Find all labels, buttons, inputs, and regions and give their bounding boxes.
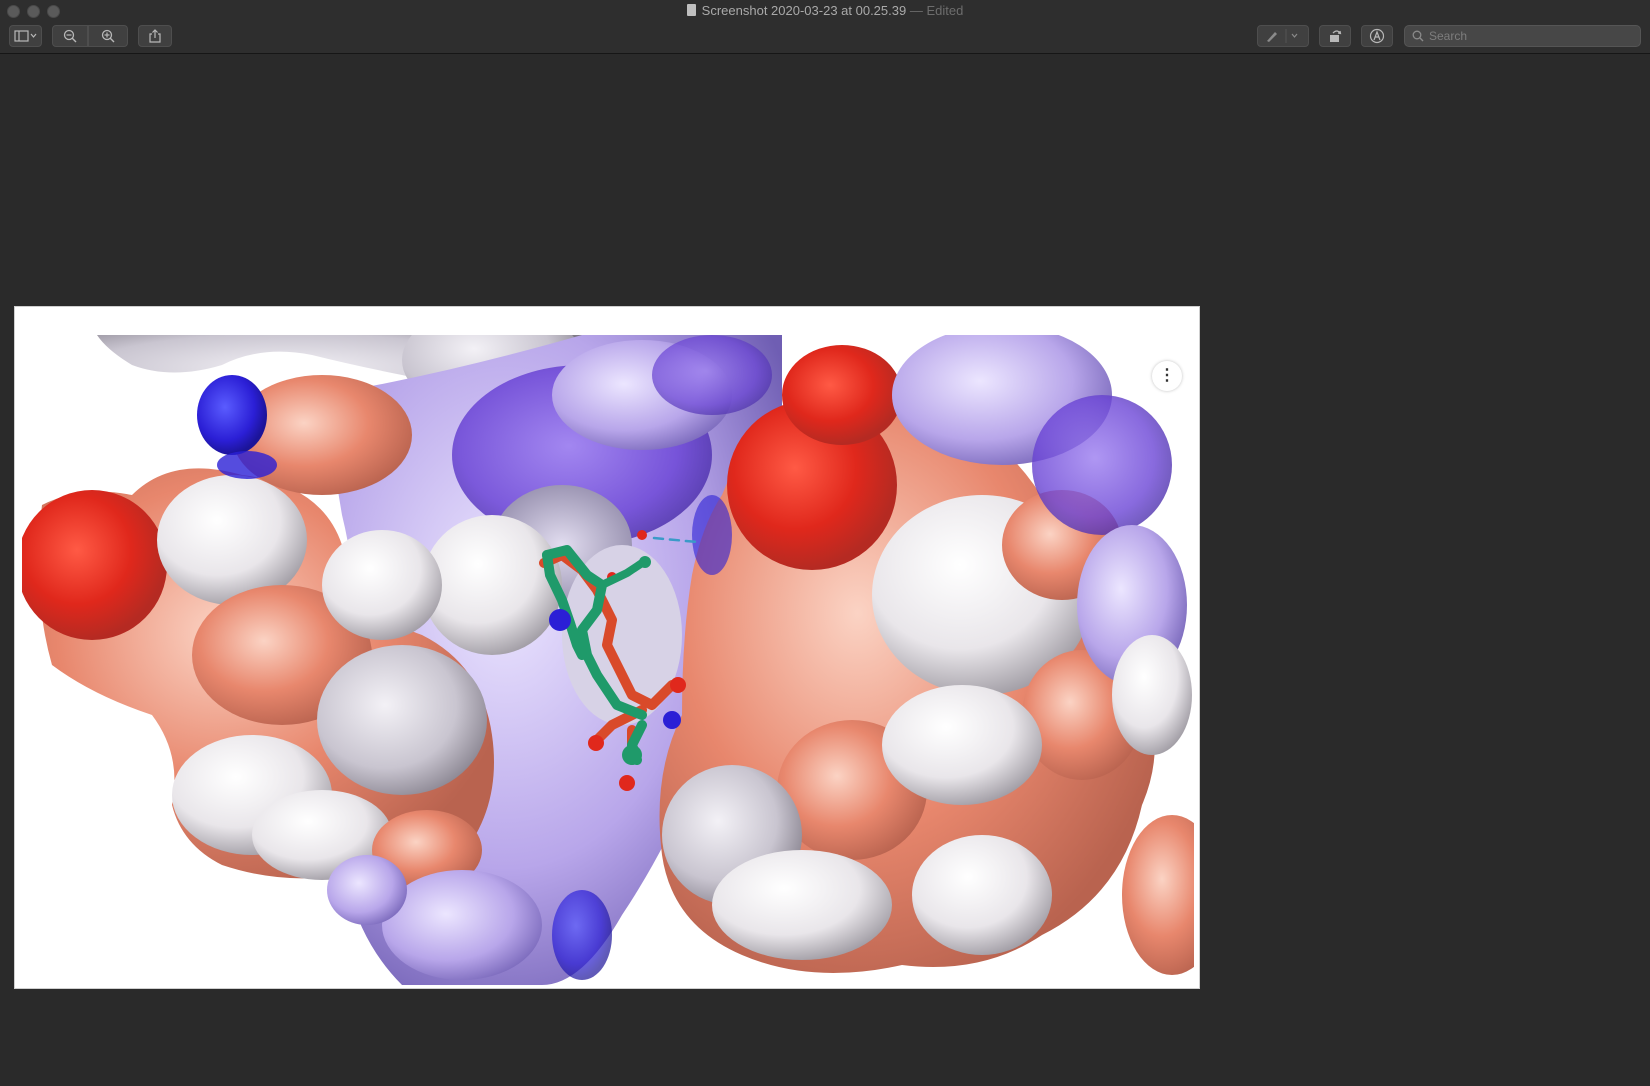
search-field[interactable] — [1404, 25, 1641, 47]
minimize-window-button[interactable] — [27, 5, 40, 18]
share-icon — [149, 29, 161, 43]
zoom-in-icon — [101, 29, 115, 43]
pen-icon — [1267, 29, 1298, 43]
markup-icon — [1369, 28, 1385, 44]
embedded-viewer-frame: ⋮ — [22, 319, 1194, 985]
markup-pen-button[interactable] — [1257, 25, 1309, 47]
zoom-out-icon — [63, 29, 77, 43]
close-window-button[interactable] — [7, 5, 20, 18]
search-icon — [1412, 30, 1424, 42]
ligand-stick-model — [539, 530, 699, 791]
rotate-button[interactable] — [1319, 25, 1351, 47]
protein-surface-render — [22, 335, 1194, 985]
sidebar-toggle-icon — [13, 30, 36, 42]
document-image: ⋮ — [14, 306, 1200, 989]
markup-toolbar-button[interactable] — [1361, 25, 1393, 47]
window-chrome: Screenshot 2020-03-23 at 00.25.39 — Edit… — [0, 0, 1650, 54]
edited-label: — Edited — [909, 3, 964, 18]
rotate-icon — [1330, 30, 1342, 42]
zoom-out-button[interactable] — [52, 25, 88, 47]
sidebar-toggle-button[interactable] — [9, 25, 42, 47]
molecular-surface-viewer[interactable]: ⋮ — [22, 335, 1194, 985]
window-controls — [7, 5, 60, 18]
more-options-button[interactable]: ⋮ — [1152, 361, 1182, 391]
zoom-in-button[interactable] — [88, 25, 128, 47]
share-button[interactable] — [138, 25, 172, 47]
window-title: Screenshot 2020-03-23 at 00.25.39 — Edit… — [0, 3, 1650, 18]
window-title-text: Screenshot 2020-03-23 at 00.25.39 — [701, 3, 907, 18]
zoom-window-button[interactable] — [47, 5, 60, 18]
document-icon — [686, 4, 696, 16]
search-input[interactable] — [1429, 29, 1629, 43]
